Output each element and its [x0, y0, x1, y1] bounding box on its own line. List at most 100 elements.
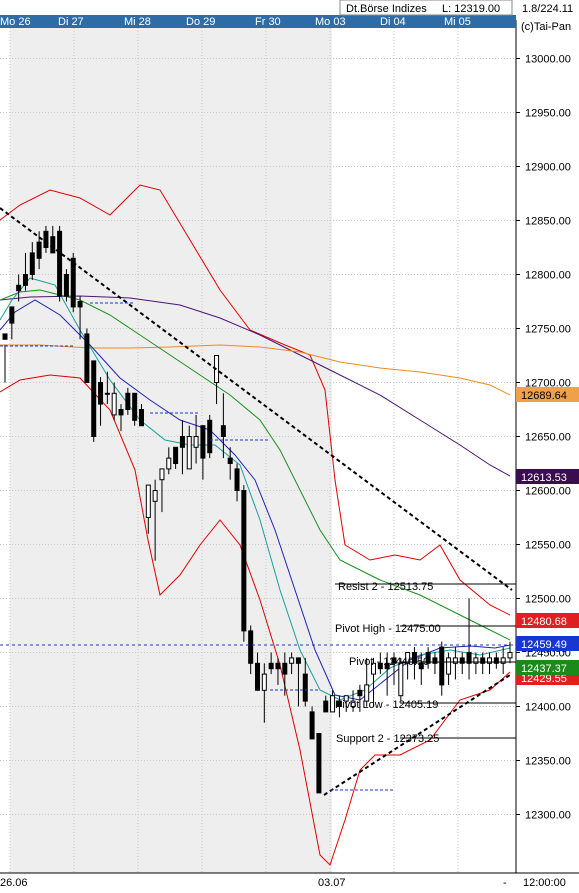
badge-ma-green	[516, 660, 579, 675]
candle-body	[487, 657, 493, 664]
pivot-low-label: Pivot Low - 12405.19	[335, 699, 438, 711]
candle-body	[302, 673, 308, 702]
candle-73	[500, 647, 506, 675]
candle-52	[357, 684, 363, 712]
candle-body	[295, 657, 301, 664]
day-labels: Mo 26 Di 27 Mi 28 Do 29 Fr 30 Mo 03 Di 04 Mi 05	[0, 16, 471, 28]
candle-58	[398, 657, 404, 702]
candle-71	[487, 652, 493, 675]
candle-70	[480, 652, 486, 675]
candle-body	[384, 662, 390, 670]
candle-43	[295, 657, 301, 707]
candle-69	[473, 652, 479, 675]
candle-42	[289, 652, 295, 675]
candle-body	[2, 333, 8, 340]
candle-49	[336, 695, 342, 718]
candle-65	[446, 652, 452, 685]
y-tick-label-12300: 12300.00	[525, 810, 571, 822]
candle-body	[22, 274, 28, 286]
candle-40	[275, 657, 281, 685]
candle-body	[36, 241, 42, 259]
candle-body	[241, 490, 247, 632]
instrument-name: Dt.Börse Indizes	[346, 3, 427, 15]
candle-body	[500, 657, 506, 664]
candle-53	[364, 657, 370, 707]
candle-body	[104, 392, 110, 395]
candle-17	[118, 404, 124, 432]
bollinger-upper	[0, 184, 511, 616]
badge-ma200-text: 12689.64	[521, 390, 567, 402]
badge-bollinger-upper-text: 12480.68	[521, 616, 567, 628]
candle-24	[166, 447, 172, 475]
day-label-3: Do 29	[186, 16, 215, 28]
candle-body	[43, 230, 49, 249]
y-tick-label-12550: 12550.00	[525, 540, 571, 552]
badge-ma300	[516, 469, 579, 484]
candle-body	[98, 382, 104, 405]
candle-13	[91, 360, 97, 442]
day-header-bar	[0, 15, 516, 28]
instrument-box	[339, 0, 513, 16]
candle-48	[330, 690, 336, 713]
time-axis-minus: -	[503, 877, 507, 889]
day-label-1: Di 27	[58, 16, 84, 28]
candle-35	[241, 485, 247, 642]
candle-body	[309, 711, 315, 740]
candle-body	[159, 468, 165, 481]
day-label-2: Mi 28	[124, 16, 151, 28]
bollinger-lower	[0, 374, 511, 866]
time-axis-time: 12:00:00	[523, 877, 566, 889]
candle-50	[343, 695, 349, 712]
candle-body	[70, 257, 76, 308]
candle-body	[425, 652, 431, 664]
moving-average-purple	[0, 295, 511, 477]
candle-body	[371, 662, 377, 675]
candle-body	[248, 630, 254, 664]
candle-body	[432, 657, 438, 664]
support2-label: Support 2 - 12373.25	[336, 733, 439, 745]
candle-26	[179, 420, 185, 475]
candle-16	[111, 382, 117, 421]
candle-47	[323, 695, 329, 713]
candle-32	[220, 393, 226, 459]
candle-body	[179, 436, 185, 448]
badge-last-price-text: 12459.49	[521, 639, 567, 651]
day-label-0: Mo 26	[0, 16, 31, 28]
candle-body	[377, 662, 383, 670]
candle-body	[207, 419, 213, 454]
candle-38	[261, 663, 267, 723]
candle-body	[357, 689, 363, 697]
y-tick-label-12800: 12800.00	[525, 270, 571, 282]
overlays	[0, 207, 516, 796]
candle-body	[289, 657, 295, 664]
candle-28	[193, 414, 199, 464]
candle-29	[200, 425, 206, 480]
candle-60	[411, 647, 417, 680]
candle-9	[63, 269, 69, 302]
previous-week-shading	[10, 28, 332, 873]
candle-body	[255, 662, 260, 691]
candle-68	[466, 598, 472, 680]
y-tick-label-12350: 12350.00	[525, 756, 571, 768]
candle-41	[282, 652, 288, 696]
value-badges: 12689.64 12613.53 12480.68 12450.00 1245…	[516, 387, 579, 685]
candle-14	[98, 377, 104, 426]
candle-body	[452, 657, 458, 664]
badge-ma-green-text: 12437.37	[521, 663, 567, 675]
candle-61	[418, 652, 424, 685]
candle-39	[268, 652, 274, 675]
candle-21	[145, 484, 151, 534]
candle-body	[227, 457, 233, 465]
y-tick-label-12600: 12600.00	[525, 486, 571, 498]
candle-body	[77, 301, 83, 308]
candle-0	[2, 333, 8, 383]
candle-body	[118, 409, 124, 416]
candle-34	[234, 463, 240, 502]
candle-59	[405, 652, 411, 680]
candle-33	[227, 447, 233, 480]
candle-56	[384, 652, 390, 696]
candle-body	[132, 392, 138, 421]
candle-37	[255, 652, 260, 691]
candle-body	[466, 652, 472, 664]
candle-body	[200, 425, 206, 459]
